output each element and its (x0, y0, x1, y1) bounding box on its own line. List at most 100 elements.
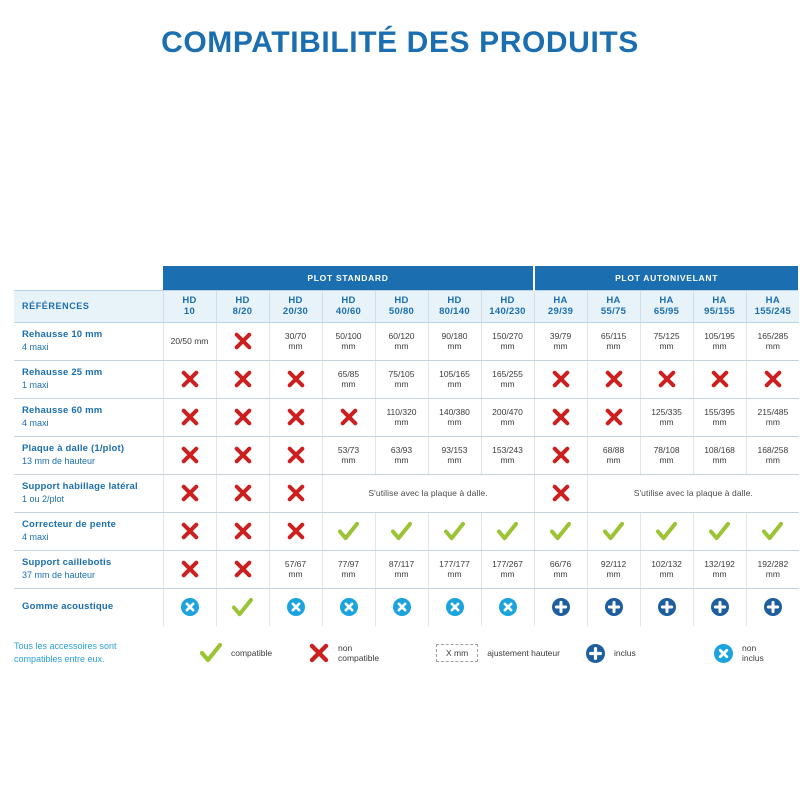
cell-non-compatible (321, 398, 375, 437)
column-header-ha-55-75[interactable]: HA 55/75 (586, 289, 641, 323)
row-label-secondary: 37 mm de hauteur (22, 570, 96, 580)
cross-icon (340, 408, 358, 426)
cell-value: 92/112 mm (586, 550, 641, 589)
legend-item-included: inclus (586, 636, 636, 670)
cross-icon (181, 370, 199, 388)
cell-not-included (268, 588, 322, 626)
cell-value-range: 192/282 (757, 559, 789, 569)
column-header-line2: 55/75 (600, 306, 627, 317)
cross-icon (552, 446, 570, 464)
column-header-hd-80-140[interactable]: HD 80/140 (427, 289, 481, 323)
cross-icon (287, 484, 305, 502)
cross-icon (234, 484, 252, 502)
cross-icon (234, 560, 252, 578)
cell-non-compatible (215, 512, 269, 551)
legend-label-included: inclus (614, 647, 636, 658)
legend-item-height-adjust: X mm ajustement hauteur (436, 636, 560, 670)
column-header-line1: HD (182, 295, 197, 306)
cell-value-range: 90/180 (441, 331, 468, 341)
cell-value-range: 165/285 (757, 331, 789, 341)
plus-circle-icon (586, 643, 605, 663)
cross-icon (605, 370, 623, 388)
table-body: Rehausse 10 mm 4 maxi 20/50 mm 30/70 mm 50/10… (14, 322, 800, 626)
cell-value: 177/267 mm (480, 550, 535, 589)
column-header-line1: HA (659, 295, 674, 306)
row-label-secondary: 13 mm de hauteur (22, 456, 96, 466)
cell-value-range: 63/93 (390, 445, 413, 455)
column-header-hd-8-20[interactable]: HD 8/20 (215, 289, 269, 323)
cell-value-unit: mm (553, 569, 568, 579)
cell-compatible (427, 512, 481, 551)
cell-included (586, 588, 641, 626)
cell-value-range: 165/255 (492, 369, 523, 379)
cell-value-range: 102/132 (651, 559, 682, 569)
table-row: Plaque à dalle (1/plot) 13 mm de hauteur 5… (14, 436, 800, 475)
cell-value-unit: mm (712, 341, 727, 351)
x-circle-icon (392, 598, 411, 617)
table-row: Rehausse 10 mm 4 maxi 20/50 mm 30/70 mm 50/10… (14, 322, 800, 361)
cross-icon (605, 408, 623, 426)
cell-value-unit: mm (712, 569, 727, 579)
column-header-ha-95-155[interactable]: HA 95/155 (692, 289, 747, 323)
table-row: Support habillage latéral 1 ou 2/plot S'ut… (14, 474, 800, 513)
cell-value: 105/165 mm (427, 360, 481, 399)
column-header-ha-29-39[interactable]: HA 29/39 (533, 289, 588, 323)
column-header-ha-65-95[interactable]: HA 65/95 (639, 289, 694, 323)
column-header-ha-155-245[interactable]: HA 155/245 (745, 289, 800, 323)
cell-value: 93/153 mm (427, 436, 481, 475)
column-header-hd-40-60[interactable]: HD 40/60 (321, 289, 375, 323)
cell-value-range: 177/177 (439, 559, 470, 569)
cell-value-unit: mm (341, 341, 356, 351)
check-icon (550, 521, 572, 541)
cell-value: 57/67 mm (268, 550, 322, 589)
table-row: Rehausse 60 mm 4 maxi 110/320 mm 140/380 mm 20… (14, 398, 800, 437)
x-circle-icon (714, 643, 733, 663)
cell-value-unit: mm (500, 341, 515, 351)
mm-box: X mm (436, 644, 479, 662)
row-label-primary: Correcteur de pente (22, 519, 117, 530)
cell-value-unit: mm (447, 379, 462, 389)
cross-icon (181, 522, 199, 540)
column-header-hd-50-80[interactable]: HD 50/80 (374, 289, 428, 323)
column-header-hd-140-230[interactable]: HD 140/230 (480, 289, 535, 323)
column-header-hd-20-30[interactable]: HD 20/30 (268, 289, 322, 323)
cross-icon (552, 484, 570, 502)
cell-value-unit: mm (712, 455, 727, 465)
row-label-primary: Plaque à dalle (1/plot) (22, 443, 125, 454)
check-icon (338, 521, 359, 541)
check-icon (497, 521, 519, 541)
cell-value-unit: mm (447, 569, 462, 579)
group-header-1: PLOT AUTONIVELANT (534, 266, 800, 290)
row-label-secondary: 4 maxi (22, 418, 49, 428)
table-row: Correcteur de pente 4 maxi (14, 512, 800, 551)
row-label: Gomme acoustique (14, 588, 163, 626)
cell-non-compatible (162, 512, 216, 551)
column-header-line2: 155/245 (754, 306, 792, 317)
cell-value-range: 57/67 (284, 559, 307, 569)
group-header-label: PLOT STANDARD (307, 272, 389, 283)
plus-circle-icon (604, 598, 623, 617)
page-title: COMPATIBILITÉ DES PRODUITS (161, 26, 639, 59)
row-label-primary: Rehausse 25 mm (22, 367, 103, 378)
column-header-line1: HD (235, 295, 250, 306)
cell-value-unit: mm (500, 569, 515, 579)
group-header-spacer (14, 266, 163, 290)
row-label-primary: Gomme acoustique (22, 601, 114, 613)
cell-value: 132/192 mm (692, 550, 747, 589)
cell-not-included (374, 588, 428, 626)
cell-non-compatible (268, 360, 322, 399)
column-header-hd-10[interactable]: HD 10 (162, 289, 216, 323)
check-icon (391, 521, 412, 541)
cell-value-unit: mm (394, 455, 409, 465)
check-icon (762, 521, 784, 541)
cell-value: 66/76 mm (533, 550, 588, 589)
legend-item-non-compatible: non compatible (309, 636, 394, 670)
cell-value-unit: mm (553, 341, 568, 351)
cell-value-unit: mm (288, 569, 303, 579)
cross-icon (658, 370, 676, 388)
row-label-primary: Rehausse 60 mm (22, 405, 103, 416)
cell-compatible (533, 512, 588, 551)
cell-value: 168/258 mm (745, 436, 800, 475)
group-header-label: PLOT AUTONIVELANT (615, 272, 719, 283)
